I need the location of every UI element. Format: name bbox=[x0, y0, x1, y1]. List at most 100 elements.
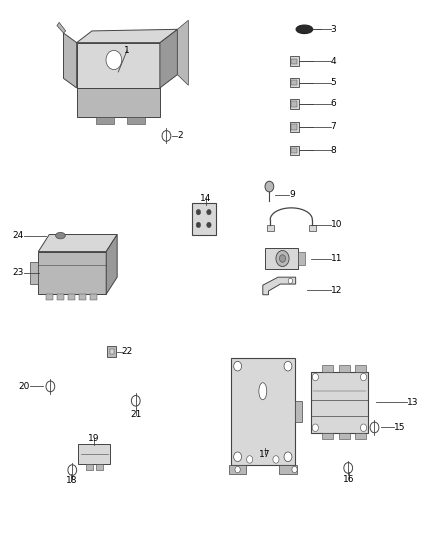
Bar bbox=[96, 464, 103, 470]
Bar bbox=[39, 252, 106, 294]
Bar bbox=[77, 88, 160, 117]
Text: 6: 6 bbox=[331, 100, 336, 108]
Bar bbox=[309, 225, 316, 231]
Bar bbox=[290, 56, 299, 66]
Bar bbox=[78, 444, 110, 464]
Bar bbox=[57, 294, 64, 300]
Polygon shape bbox=[57, 22, 66, 33]
Bar bbox=[322, 366, 333, 372]
Bar bbox=[30, 262, 39, 284]
Circle shape bbox=[196, 222, 201, 228]
Text: 3: 3 bbox=[331, 25, 336, 34]
Polygon shape bbox=[263, 277, 296, 295]
Circle shape bbox=[46, 381, 55, 392]
Circle shape bbox=[68, 465, 77, 475]
Text: 23: 23 bbox=[13, 269, 24, 277]
Text: 4: 4 bbox=[331, 57, 336, 66]
Bar bbox=[355, 366, 366, 372]
Circle shape bbox=[131, 395, 140, 406]
Circle shape bbox=[235, 466, 240, 473]
Bar bbox=[231, 358, 294, 465]
Bar bbox=[127, 117, 145, 124]
Bar bbox=[311, 372, 368, 433]
Bar bbox=[265, 248, 298, 269]
Circle shape bbox=[292, 466, 297, 473]
Circle shape bbox=[207, 209, 211, 215]
Bar bbox=[267, 225, 274, 231]
Circle shape bbox=[233, 452, 242, 462]
Bar bbox=[291, 59, 297, 64]
Text: 15: 15 bbox=[394, 423, 406, 432]
Circle shape bbox=[207, 222, 211, 228]
Circle shape bbox=[312, 424, 318, 432]
Bar bbox=[291, 124, 297, 130]
Circle shape bbox=[288, 278, 293, 284]
Bar bbox=[298, 252, 305, 265]
Bar bbox=[229, 465, 246, 474]
Text: 13: 13 bbox=[407, 398, 419, 407]
Bar bbox=[290, 78, 299, 87]
Bar bbox=[79, 294, 86, 300]
Bar bbox=[290, 122, 299, 132]
Text: 8: 8 bbox=[331, 146, 336, 155]
Ellipse shape bbox=[259, 383, 267, 400]
Bar bbox=[290, 99, 299, 109]
Bar bbox=[294, 401, 302, 422]
Circle shape bbox=[284, 452, 292, 462]
Circle shape bbox=[284, 361, 292, 371]
Circle shape bbox=[360, 424, 367, 432]
Circle shape bbox=[276, 251, 289, 266]
Bar bbox=[90, 294, 96, 300]
Text: 9: 9 bbox=[289, 190, 295, 199]
Bar bbox=[339, 366, 350, 372]
Circle shape bbox=[279, 255, 286, 262]
Text: 7: 7 bbox=[331, 123, 336, 131]
Circle shape bbox=[106, 51, 122, 70]
Bar bbox=[339, 433, 350, 439]
Circle shape bbox=[196, 209, 201, 215]
Bar bbox=[68, 294, 75, 300]
Text: 14: 14 bbox=[200, 194, 212, 203]
Text: 5: 5 bbox=[331, 78, 336, 87]
Circle shape bbox=[360, 373, 367, 381]
Bar bbox=[290, 146, 299, 155]
Circle shape bbox=[247, 456, 253, 463]
Polygon shape bbox=[160, 29, 177, 88]
Polygon shape bbox=[177, 20, 188, 85]
Polygon shape bbox=[39, 235, 117, 252]
Ellipse shape bbox=[56, 232, 65, 239]
Text: 11: 11 bbox=[331, 254, 342, 263]
Bar bbox=[86, 464, 93, 470]
Bar bbox=[291, 148, 297, 153]
Text: 19: 19 bbox=[88, 434, 100, 442]
Circle shape bbox=[162, 131, 171, 141]
Bar bbox=[322, 433, 333, 439]
Circle shape bbox=[265, 181, 274, 192]
Text: 22: 22 bbox=[122, 348, 133, 356]
Circle shape bbox=[312, 373, 318, 381]
Text: 10: 10 bbox=[331, 221, 342, 229]
Circle shape bbox=[233, 361, 242, 371]
Polygon shape bbox=[64, 33, 77, 88]
Bar bbox=[355, 433, 366, 439]
Bar bbox=[291, 101, 297, 107]
Bar bbox=[46, 294, 53, 300]
Bar bbox=[279, 465, 297, 474]
Ellipse shape bbox=[296, 25, 313, 34]
Text: 1: 1 bbox=[124, 46, 130, 55]
Bar bbox=[96, 117, 114, 124]
Circle shape bbox=[370, 422, 379, 433]
Text: 21: 21 bbox=[130, 410, 141, 419]
Polygon shape bbox=[77, 29, 177, 43]
Text: 20: 20 bbox=[18, 382, 30, 391]
Circle shape bbox=[344, 463, 353, 473]
Bar bbox=[192, 203, 215, 235]
Text: 12: 12 bbox=[331, 286, 342, 295]
Text: 16: 16 bbox=[343, 475, 355, 484]
Text: 17: 17 bbox=[259, 450, 271, 458]
Text: 2: 2 bbox=[177, 132, 183, 140]
Text: 18: 18 bbox=[66, 477, 77, 485]
Bar bbox=[291, 80, 297, 85]
Polygon shape bbox=[106, 235, 117, 294]
Bar bbox=[107, 346, 116, 357]
